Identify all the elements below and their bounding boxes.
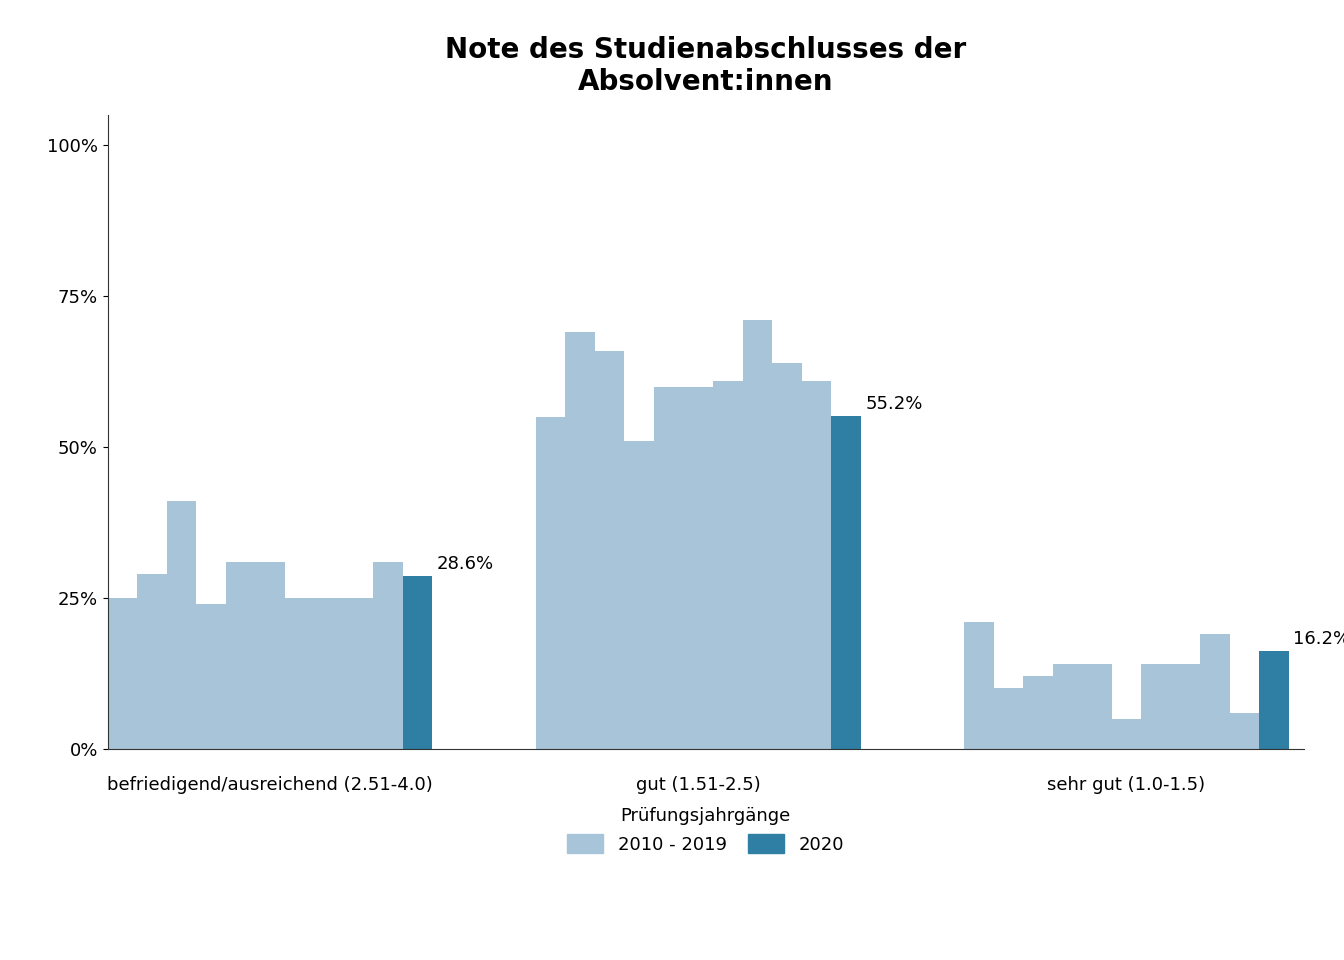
Bar	[964, 622, 993, 749]
Bar	[1230, 712, 1259, 749]
Bar	[801, 381, 831, 749]
Text: 55.2%: 55.2%	[866, 395, 922, 413]
Text: 16.2%: 16.2%	[1293, 630, 1344, 648]
Text: befriedigend/ausreichend (2.51-4.0): befriedigend/ausreichend (2.51-4.0)	[108, 776, 433, 794]
Bar	[742, 321, 771, 749]
Bar	[374, 562, 403, 749]
Bar	[314, 598, 344, 749]
Bar	[196, 604, 226, 749]
Bar	[403, 576, 433, 749]
Bar	[137, 574, 167, 749]
Bar	[1052, 664, 1082, 749]
Bar	[1200, 635, 1230, 749]
Bar	[566, 332, 595, 749]
Bar	[1259, 651, 1289, 749]
Bar	[1141, 664, 1171, 749]
Bar	[1171, 664, 1200, 749]
Legend: 2010 - 2019, 2020: 2010 - 2019, 2020	[567, 807, 844, 853]
Text: gut (1.51-2.5): gut (1.51-2.5)	[636, 776, 761, 794]
Bar	[285, 598, 314, 749]
Bar	[344, 598, 374, 749]
Bar	[1111, 719, 1141, 749]
Title: Note des Studienabschlusses der
Absolvent:innen: Note des Studienabschlusses der Absolven…	[445, 36, 966, 96]
Bar	[595, 350, 625, 749]
Text: sehr gut (1.0-1.5): sehr gut (1.0-1.5)	[1047, 776, 1206, 794]
Bar	[655, 387, 684, 749]
Text: 28.6%: 28.6%	[437, 555, 495, 573]
Bar	[993, 688, 1023, 749]
Bar	[226, 562, 255, 749]
Bar	[712, 381, 742, 749]
Bar	[1082, 664, 1111, 749]
Bar	[108, 598, 137, 749]
Bar	[771, 363, 801, 749]
Bar	[167, 501, 196, 749]
Bar	[536, 417, 566, 749]
Bar	[255, 562, 285, 749]
Bar	[625, 441, 655, 749]
Bar	[1023, 677, 1052, 749]
Bar	[831, 416, 860, 749]
Bar	[684, 387, 712, 749]
